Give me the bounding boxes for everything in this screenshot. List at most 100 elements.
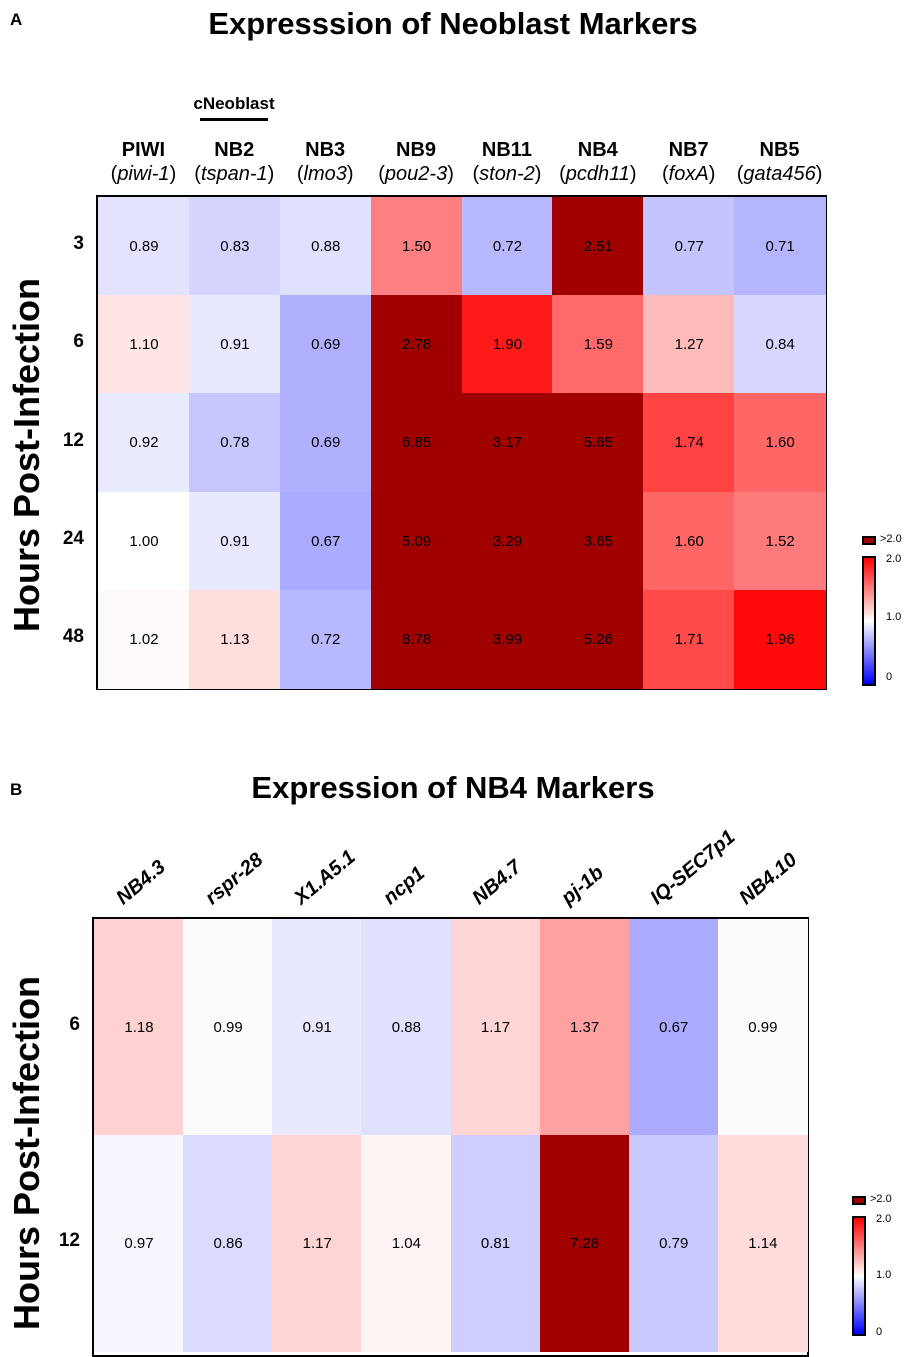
legend-tick: 0: [886, 671, 893, 683]
group-underline: [200, 118, 268, 121]
heatmap-cell: 0.92: [98, 393, 190, 493]
legend-tick: 2.0: [886, 553, 902, 565]
row-label: 24: [62, 527, 84, 549]
heatmap-cell: 2.51: [552, 197, 645, 296]
group-label: cNeoblast: [193, 94, 275, 113]
heatmap-cell: 1.96: [734, 589, 827, 689]
heatmap-cell: 0.67: [628, 919, 719, 1136]
heatmap-cell: 5.26: [552, 589, 645, 689]
heatmap-cell: 1.27: [643, 295, 736, 395]
heatmap-cell: 0.97: [94, 1135, 184, 1352]
heatmap-cell: 1.60: [643, 491, 736, 591]
heatmap-cell: 0.88: [361, 919, 452, 1136]
column-name: NB3: [305, 139, 346, 161]
row-label: 12: [62, 429, 84, 451]
heatmap-cell: 1.50: [370, 197, 463, 296]
row-label: 6: [73, 331, 84, 353]
heatmap-cell: 0.72: [279, 589, 372, 689]
heatmap-cell: 0.69: [279, 295, 372, 395]
legend-tick: 0: [876, 1326, 883, 1338]
heatmap-cell: 0.88: [279, 197, 372, 296]
column-label: NB4.10: [735, 848, 802, 910]
heatmap-cell: 1.13: [188, 589, 281, 689]
heatmap-cell: 0.77: [643, 197, 736, 296]
heatmap-cell: 0.84: [734, 295, 827, 395]
heatmap-cell: 0.86: [183, 1135, 274, 1352]
column-name: NB7: [668, 139, 709, 161]
column-name: NB4: [577, 139, 618, 161]
column-label: NB9 (pou2-3): [361, 138, 471, 186]
column-gene: (ston-2): [472, 163, 542, 185]
panel-a: A Expresssion of Neoblast Markers cNeobl…: [6, 6, 902, 690]
column-label: NB2 (tspan-1): [179, 138, 289, 186]
heatmap-cell: 1.37: [539, 919, 630, 1136]
column-gene: (pcdh11): [559, 163, 637, 185]
heatmap-cell: 3.99: [461, 589, 554, 689]
heatmap-cell: 3.65: [552, 491, 645, 591]
heatmap-cell: 0.72: [461, 197, 554, 296]
heatmap-cell: 1.04: [361, 1135, 452, 1352]
heatmap-cell: 0.99: [717, 919, 808, 1136]
heatmap-cell: 1.02: [98, 589, 190, 689]
column-label: ncp1: [379, 862, 430, 910]
column-label: PIWI (piwi-1): [88, 138, 198, 186]
y-axis-label: Hours Post-Infection: [6, 277, 47, 632]
legend-tick: 1.0: [876, 1269, 892, 1281]
heatmap-cell: 1.17: [272, 1135, 363, 1352]
column-name: PIWI: [121, 139, 166, 161]
heatmap-cell: 1.14: [717, 1135, 808, 1352]
column-name: NB11: [481, 139, 532, 161]
heatmap-cell: 0.91: [188, 295, 281, 395]
panel-letter: B: [10, 780, 23, 799]
column-name: NB9: [396, 139, 437, 161]
heatmap-cell: 0.91: [272, 919, 363, 1136]
heatmap-cell: 1.90: [461, 295, 554, 395]
heatmap-cell: 1.59: [552, 295, 645, 395]
legend-over-label: >2.0: [880, 533, 902, 545]
legend-gradient-bar: [852, 1216, 866, 1336]
column-label: NB3 (lmo3): [270, 138, 380, 186]
column-label: NB4 (pcdh11): [543, 138, 653, 186]
heatmap-cell: 0.91: [188, 491, 281, 591]
legend-over-label: >2.0: [870, 1193, 892, 1205]
heatmap-cell: 0.71: [734, 197, 827, 296]
panel-b: B Expression of NB4 Markers NB4.3 rspr-28…: [0, 770, 906, 1357]
legend-tick: 2.0: [876, 1213, 892, 1225]
heatmap-cell: 0.78: [188, 393, 281, 493]
column-label: NB5 (gata456): [725, 138, 835, 186]
heatmap-cell: 5.09: [370, 491, 463, 591]
column-label: X1.A5.1: [290, 845, 360, 910]
column-label: NB4.7: [468, 855, 526, 910]
column-gene: (gata456): [736, 163, 823, 185]
row-label: 3: [73, 233, 84, 255]
heatmap-cell: 3.29: [461, 491, 554, 591]
heatmap-cell: 1.18: [94, 919, 184, 1136]
panel-letter: A: [10, 10, 23, 29]
heatmap-cell: 1.00: [98, 491, 190, 591]
heatmap-cell: 7.28: [539, 1135, 630, 1352]
column-gene: (lmo3): [296, 163, 354, 185]
legend-tick: 1.0: [886, 611, 902, 623]
heatmap-cell: 0.89: [98, 197, 190, 296]
heatmap-grid: 1.18 0.99 0.91 0.88 1.17 1.37 0.67 0.99 0.97 0.86…: [92, 917, 809, 1357]
row-label: 48: [62, 625, 84, 647]
heatmap-cell: 2.78: [370, 295, 463, 395]
heatmap-cell: 0.99: [183, 919, 274, 1136]
legend-over-swatch: [852, 1196, 866, 1205]
heatmap-cell: 0.67: [279, 491, 372, 591]
y-axis-label: Hours Post-Infection: [6, 975, 47, 1330]
row-label: 6: [69, 1014, 80, 1035]
column-gene: (foxA): [662, 163, 716, 185]
heatmap-cell: 6.85: [370, 393, 463, 493]
heatmap-cell: 0.69: [279, 393, 372, 493]
column-name: NB5: [759, 139, 800, 161]
column-gene: (tspan-1): [194, 163, 275, 185]
column-label: rspr-28: [200, 848, 267, 910]
heatmap-cell: 1.60: [734, 393, 827, 493]
heatmap-cell: 0.79: [628, 1135, 719, 1352]
heatmap-cell: 1.17: [450, 919, 541, 1136]
row-label: 12: [58, 1230, 80, 1251]
heatmap-cell: 3.17: [461, 393, 554, 493]
chart-title: Expression of NB4 Markers: [251, 770, 655, 805]
heatmap-cell: 5.65: [552, 393, 645, 493]
